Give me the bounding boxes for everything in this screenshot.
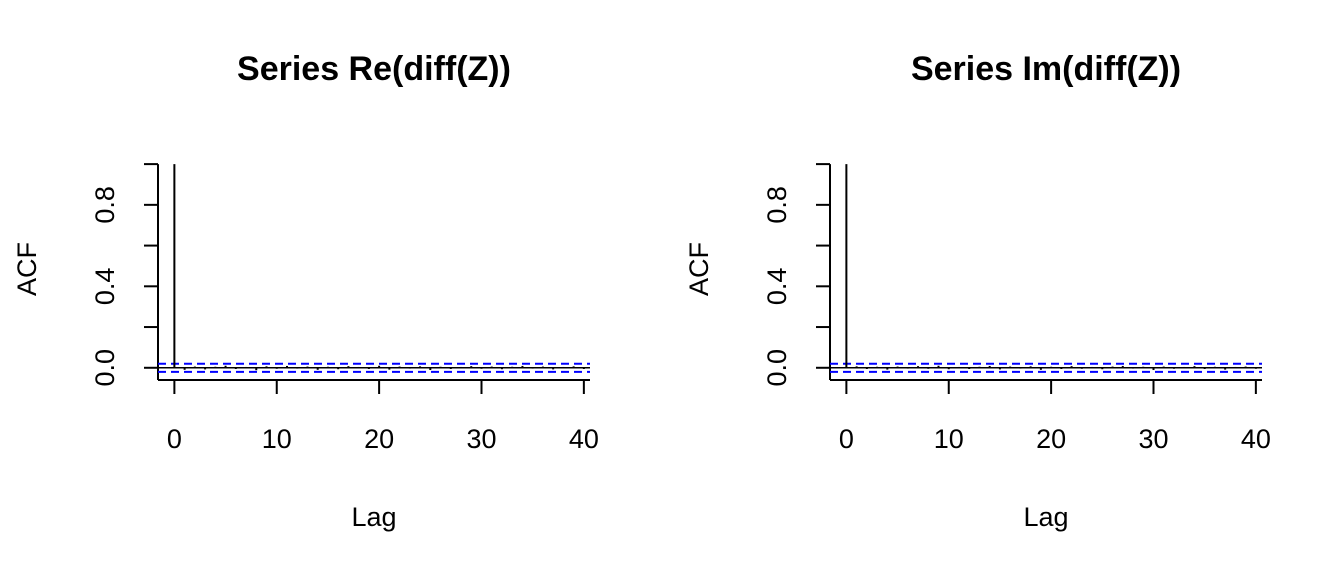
y-tick-label: 0.4 <box>762 268 792 306</box>
x-tick-label: 20 <box>364 424 394 454</box>
x-tick-label: 40 <box>1241 424 1271 454</box>
x-axis-label: Lag <box>1023 502 1068 532</box>
y-tick-label: 0.4 <box>90 268 120 306</box>
x-tick-label: 30 <box>1138 424 1168 454</box>
x-tick-label: 0 <box>839 424 854 454</box>
y-tick-label: 0.8 <box>90 186 120 224</box>
y-axis-label: ACF <box>684 242 714 296</box>
x-tick-label: 10 <box>934 424 964 454</box>
x-tick-label: 40 <box>569 424 599 454</box>
x-axis-label: Lag <box>351 502 396 532</box>
acf-panel-1: Series Re(diff(Z)) 0.0 0.4 0.8 0 10 20 30 40 Lag A… <box>12 50 599 532</box>
x-tick-label: 0 <box>167 424 182 454</box>
chart-title: Series Re(diff(Z)) <box>237 50 511 88</box>
y-tick-label: 0.8 <box>762 186 792 224</box>
y-tick-label: 0.0 <box>762 349 792 387</box>
x-tick-label: 30 <box>466 424 496 454</box>
x-tick-label: 10 <box>262 424 292 454</box>
x-tick-label: 20 <box>1036 424 1066 454</box>
acf-panel-2: Series Im(diff(Z)) 0.0 0.4 0.8 0 10 20 30 40 Lag A… <box>684 50 1271 532</box>
y-axis-label: ACF <box>12 242 42 296</box>
y-tick-label: 0.0 <box>90 349 120 387</box>
chart-title: Series Im(diff(Z)) <box>911 50 1181 88</box>
